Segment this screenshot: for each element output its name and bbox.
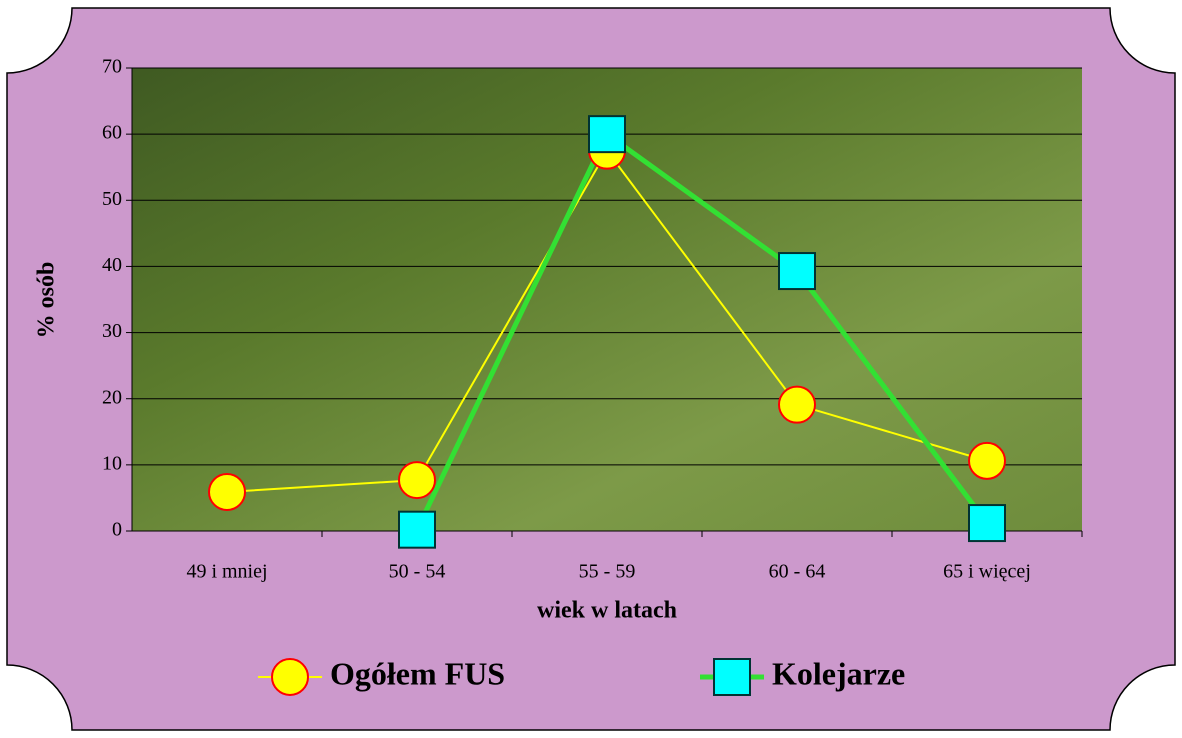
legend-label: Kolejarze	[772, 655, 905, 691]
x-tick-label: 65 i więcej	[943, 561, 1031, 583]
y-tick-label: 70	[102, 56, 122, 78]
x-tick-label: 55 - 59	[579, 561, 636, 583]
point-marker	[398, 461, 436, 500]
y-tick-label: 20	[102, 386, 122, 408]
y-tick-label: 0	[112, 519, 122, 541]
y-tick-label: 60	[102, 122, 122, 144]
series-line	[414, 130, 989, 531]
x-tick-label: 49 i mniej	[186, 561, 267, 583]
y-tick-label: 10	[102, 452, 122, 474]
point-marker	[778, 385, 816, 424]
y-tick-label: 40	[102, 254, 122, 276]
x-tick-label: 60 - 64	[769, 561, 826, 583]
legend-marker	[271, 658, 309, 696]
legend-label: Ogółem FUS	[330, 655, 505, 691]
x-tick-label: 50 - 54	[389, 561, 446, 583]
point-marker	[778, 252, 816, 291]
y-tick-label: 30	[102, 320, 122, 342]
y-axis-title: % osób	[34, 262, 60, 339]
y-tick-label: 50	[102, 188, 122, 210]
point-marker	[968, 504, 1006, 543]
point-marker	[588, 115, 626, 154]
point-marker	[208, 472, 246, 511]
legend-marker	[713, 658, 751, 696]
point-marker	[968, 441, 1006, 480]
point-marker	[398, 510, 436, 549]
x-axis-title: wiek w latach	[537, 598, 677, 624]
